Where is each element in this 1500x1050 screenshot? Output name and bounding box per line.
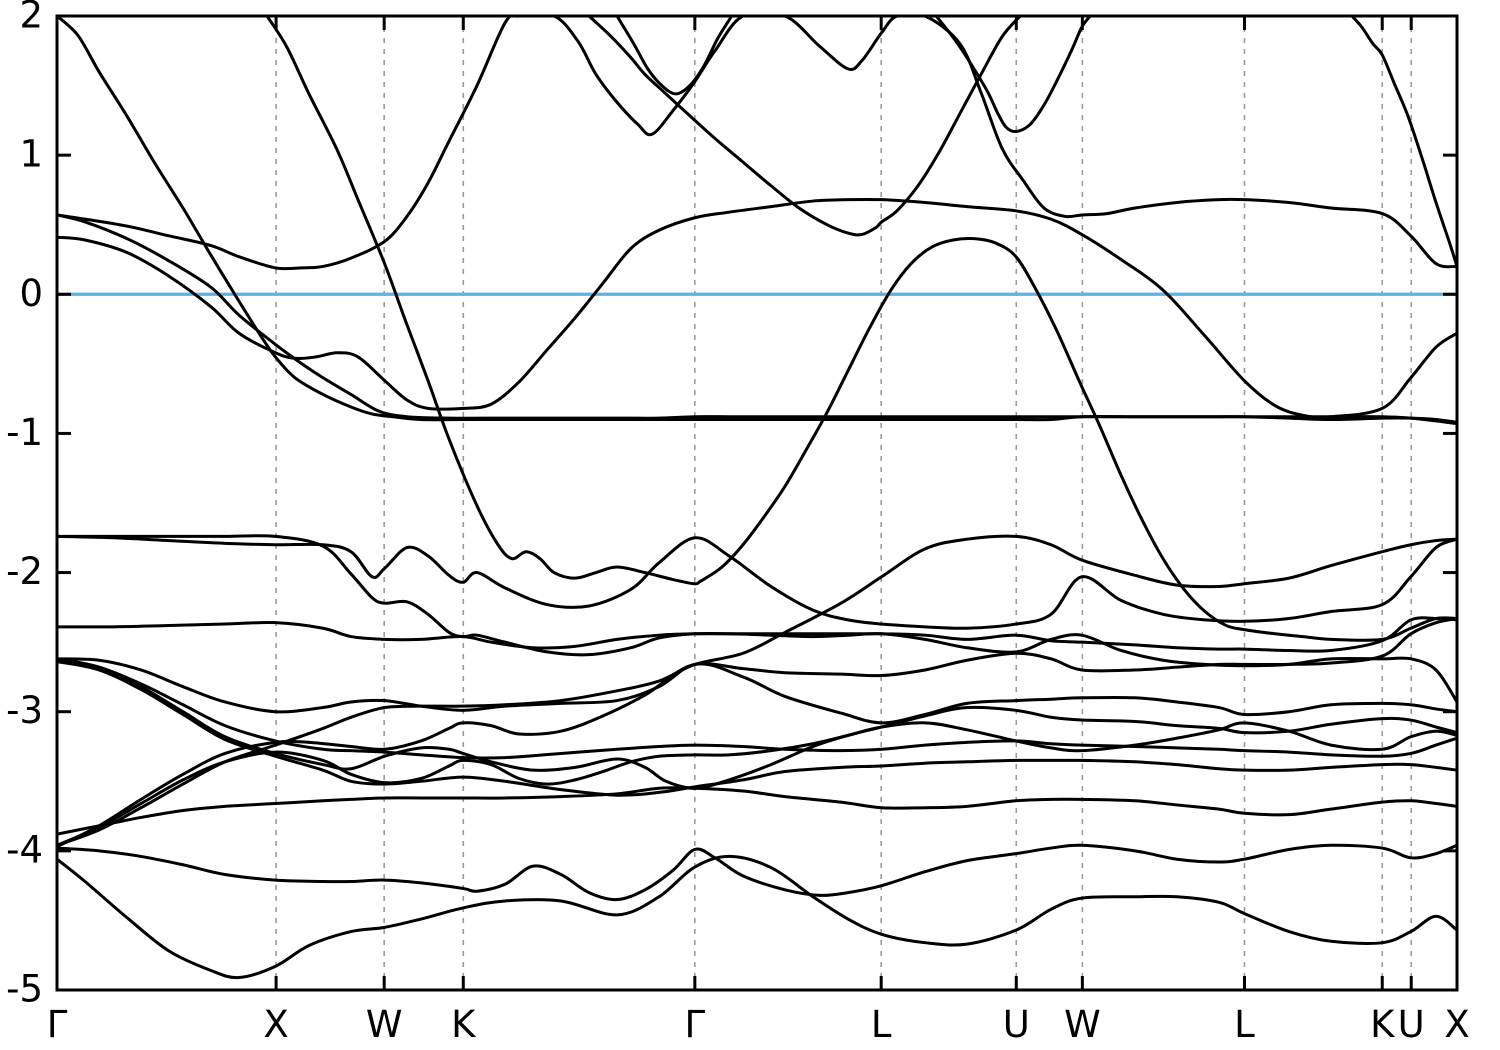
band-curve	[615, 16, 734, 96]
band-curve	[57, 213, 1457, 426]
band-curve	[1350, 16, 1457, 268]
band-curve	[265, 16, 1457, 642]
band-curve	[57, 658, 1457, 760]
band-curve	[57, 786, 1457, 836]
band-curve	[57, 534, 1457, 704]
x-tick-label: U	[1398, 1003, 1425, 1046]
y-axis-labels: 2 1 0 -1 -2 -3 -4 -5	[6, 0, 43, 1011]
band-curve	[57, 843, 1457, 902]
y-tick-label: -5	[6, 968, 43, 1011]
band-curves-layer	[57, 16, 1457, 980]
band-curve	[57, 657, 1457, 790]
x-tick-label: X	[263, 1003, 288, 1046]
x-tick-label: K	[451, 1003, 477, 1046]
x-tick-label: K	[1370, 1003, 1396, 1046]
y-tick-label: 1	[19, 133, 43, 176]
x-tick-label: U	[1003, 1003, 1030, 1046]
band-curve	[934, 16, 1092, 134]
band-curve	[57, 16, 1457, 424]
plot-frame	[55, 14, 1459, 992]
band-curve	[57, 534, 1457, 630]
x-tick-label: Γ	[685, 1003, 706, 1046]
x-tick-label: X	[1444, 1003, 1469, 1046]
y-tick-label: 2	[19, 0, 43, 37]
gridlines-layer	[275, 16, 1413, 990]
band-curve	[587, 16, 1022, 237]
x-tick-label: Γ	[47, 1003, 68, 1046]
tick-marks-layer	[57, 16, 1457, 990]
band-curve	[57, 16, 1457, 271]
band-curve	[57, 660, 1457, 797]
y-tick-label: -1	[6, 411, 43, 454]
band-curve	[57, 721, 1457, 847]
x-tick-label: W	[1064, 1003, 1101, 1046]
x-tick-label: L	[871, 1003, 892, 1046]
band-curve	[57, 854, 1457, 980]
band-curve	[57, 662, 1457, 849]
x-tick-label: W	[366, 1003, 403, 1046]
axis-frame	[55, 14, 1459, 992]
y-tick-label: -2	[6, 550, 43, 593]
band-curve	[57, 534, 1457, 847]
y-tick-label: -4	[6, 828, 43, 871]
y-tick-label: -3	[6, 689, 43, 732]
band-curve	[57, 197, 1457, 419]
x-tick-label: L	[1234, 1003, 1255, 1046]
y-tick-label: 0	[19, 272, 43, 315]
